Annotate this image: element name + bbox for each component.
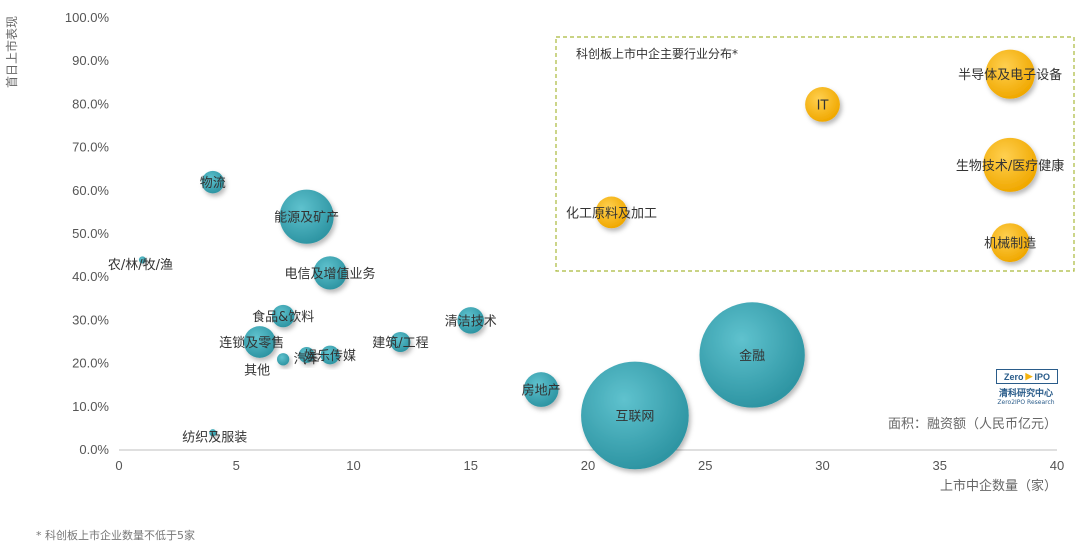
bubble bbox=[320, 345, 340, 365]
y-axis-title: 首日上市表现 bbox=[4, 16, 19, 88]
bubble bbox=[990, 223, 1030, 263]
x-tick-label: 35 bbox=[933, 458, 947, 473]
bubble bbox=[243, 326, 276, 358]
bubble-label: 纺织及服装 bbox=[182, 431, 247, 446]
bubble-label: 化工原料及加工 bbox=[566, 206, 657, 221]
bubble-label: 建筑/工程 bbox=[372, 335, 428, 351]
bubble bbox=[581, 361, 689, 470]
x-tick-label: 0 bbox=[115, 458, 122, 473]
y-tick-label: 70.0% bbox=[72, 140, 109, 155]
bubble-label: 其他 bbox=[244, 363, 270, 378]
bubble-label: 金融 bbox=[739, 348, 765, 364]
bubble bbox=[201, 170, 225, 194]
bubble bbox=[985, 49, 1035, 99]
x-tick-label: 20 bbox=[581, 458, 595, 473]
bubble-label: 互联网 bbox=[615, 409, 654, 424]
bubble-label: 农/林/牧/渔 bbox=[108, 258, 173, 273]
bubble-label: 食品&饮料 bbox=[252, 309, 314, 325]
y-tick-label: 100.0% bbox=[65, 10, 110, 25]
bubble bbox=[209, 429, 217, 437]
highlight-box bbox=[555, 36, 1075, 272]
bubble-label: 能源及矿产 bbox=[274, 211, 339, 226]
x-tick-label: 15 bbox=[464, 458, 478, 473]
logo-2-glyph: ▶ bbox=[1025, 371, 1033, 381]
bubble bbox=[595, 196, 628, 229]
logo-name-en: Zero2IPO Research bbox=[997, 399, 1055, 406]
bubble-label: 娱乐传媒 bbox=[304, 349, 356, 364]
bubble-label: IT bbox=[817, 98, 829, 113]
bubble-label: 汽车 bbox=[294, 351, 320, 367]
bubble-label: 房地产 bbox=[522, 383, 561, 399]
logo-name-cn: 清科研究中心 bbox=[998, 389, 1053, 399]
bubble bbox=[138, 256, 146, 264]
bubble bbox=[298, 347, 315, 363]
x-tick-label: 40 bbox=[1050, 458, 1064, 473]
bubble bbox=[313, 256, 347, 290]
bubble-label: 生物技术/医疗健康 bbox=[956, 158, 1064, 174]
y-tick-label: 60.0% bbox=[72, 183, 109, 198]
x-tick-label: 10 bbox=[346, 458, 360, 473]
y-tick-label: 20.0% bbox=[72, 356, 109, 371]
y-tick-label: 90.0% bbox=[72, 53, 109, 68]
bubble bbox=[277, 353, 290, 366]
size-legend-note: 面积：融资额（人民币亿元） bbox=[888, 417, 1057, 432]
logo-brand-right: IPO bbox=[1034, 371, 1050, 382]
bubble bbox=[390, 331, 411, 353]
logo-mark: Zero ▶ IPO bbox=[996, 369, 1058, 384]
logo-brand-left: Zero bbox=[1004, 371, 1024, 382]
y-tick-label: 80.0% bbox=[72, 96, 109, 111]
y-tick-label: 30.0% bbox=[72, 312, 109, 327]
bubble bbox=[271, 304, 295, 328]
x-axis-title: 上市中企数量（家） bbox=[940, 478, 1057, 494]
bubble bbox=[279, 189, 334, 244]
x-tick-label: 5 bbox=[233, 458, 240, 473]
bubble bbox=[523, 372, 559, 407]
bubble-label: 半导体及电子设备 bbox=[958, 67, 1062, 83]
y-tick-label: 0.0% bbox=[79, 442, 109, 457]
zero2ipo-logo: Zero ▶ IPO 清科研究中心 Zero2IPO Research bbox=[996, 369, 1062, 409]
bubble-label: 物流 bbox=[200, 176, 226, 191]
bubble-label: 机械制造 bbox=[984, 237, 1036, 252]
bubble-label: 清洁技术 bbox=[445, 314, 497, 329]
x-tick-label: 25 bbox=[698, 458, 712, 473]
y-tick-label: 50.0% bbox=[72, 226, 109, 241]
bubble-label: 电信及增值业务 bbox=[285, 266, 376, 282]
highlight-box-title: 科创板上市中企主要行业分布* bbox=[576, 46, 738, 61]
bubble bbox=[699, 302, 805, 408]
bubble bbox=[457, 307, 485, 334]
y-tick-label: 10.0% bbox=[72, 399, 109, 414]
footnote: * 科创板上市企业数量不低于5家 bbox=[36, 529, 195, 542]
x-tick-label: 30 bbox=[815, 458, 829, 473]
bubble bbox=[805, 87, 840, 122]
bubble-label: 连锁及零售 bbox=[219, 335, 284, 351]
y-tick-label: 40.0% bbox=[72, 269, 109, 284]
bubble bbox=[983, 137, 1038, 192]
